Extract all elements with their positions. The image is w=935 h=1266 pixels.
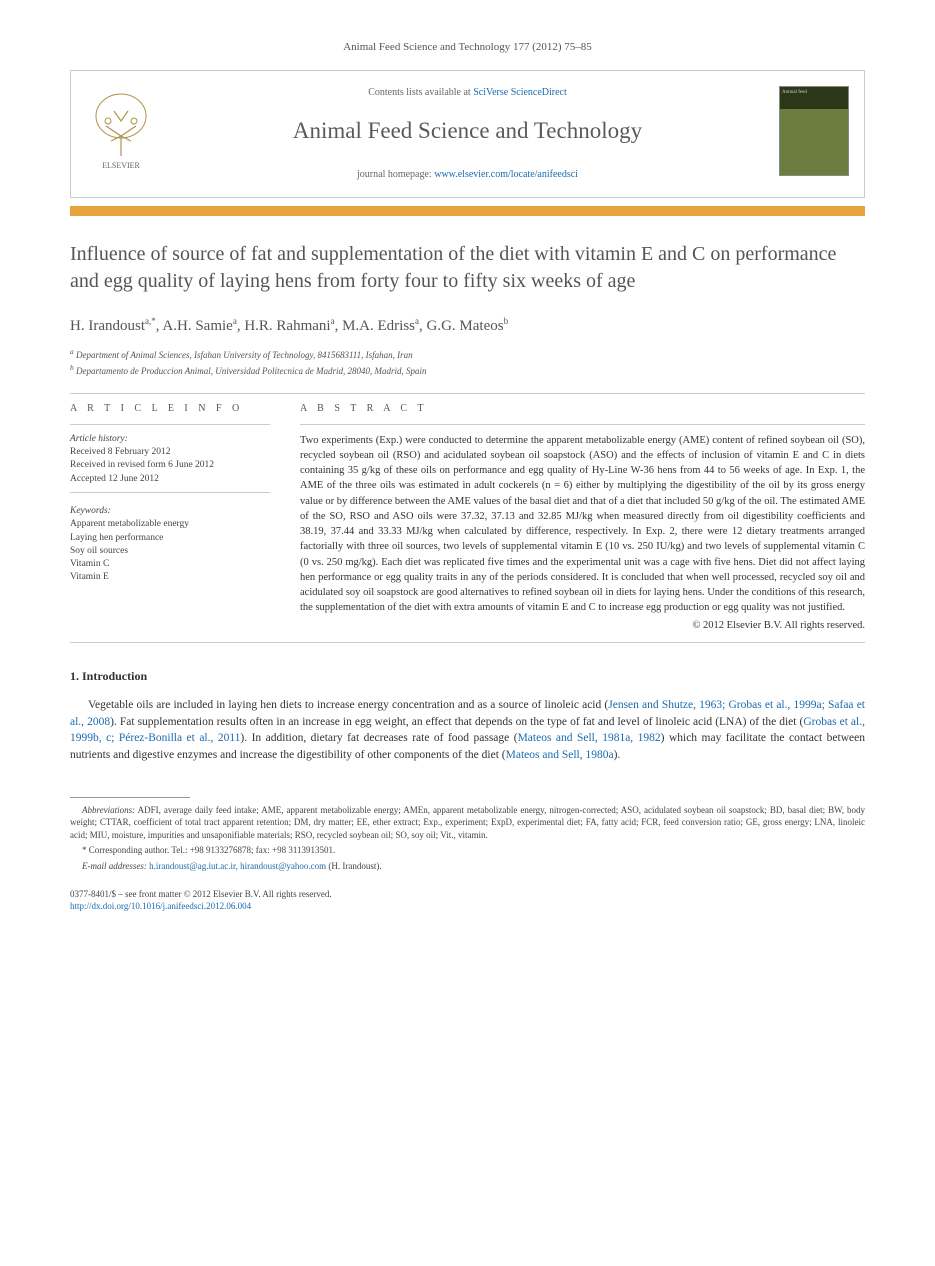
info-abstract-row: A R T I C L E I N F O Article history: R… <box>70 402 865 634</box>
article-info-column: A R T I C L E I N F O Article history: R… <box>70 402 270 634</box>
intro-paragraph: Vegetable oils are included in laying he… <box>70 697 865 764</box>
abstract-copyright: © 2012 Elsevier B.V. All rights reserved… <box>300 619 865 634</box>
keyword: Vitamin C <box>70 558 270 571</box>
journal-cover-thumbnail: Animal feed <box>779 86 849 176</box>
divider <box>70 393 865 394</box>
header-citation: Animal Feed Science and Technology 177 (… <box>70 40 865 55</box>
sciencedirect-link[interactable]: SciVerse ScienceDirect <box>473 87 567 98</box>
authors-line: H. Irandousta,*, A.H. Samiea, H.R. Rahma… <box>70 315 865 337</box>
article-history-block: Article history: Received 8 February 201… <box>70 433 270 493</box>
keywords-label: Keywords: <box>70 505 270 518</box>
footnote-rule <box>70 797 190 798</box>
contents-available-line: Contents lists available at SciVerse Sci… <box>171 86 764 100</box>
abbrev-label: Abbreviations: <box>82 805 135 815</box>
history-label: Article history: <box>70 433 270 446</box>
email-link[interactable]: h.irandoust@ag.iut.ac.ir, hirandoust@yah… <box>149 861 326 871</box>
history-revised: Received in revised form 6 June 2012 <box>70 459 270 472</box>
journal-header-box: ELSEVIER Animal feed Contents lists avai… <box>70 70 865 197</box>
corresponding-author-footnote: * Corresponding author. Tel.: +98 913327… <box>70 844 865 857</box>
abstract-label: A B S T R A C T <box>300 402 865 416</box>
keywords-block: Keywords: Apparent metabolizable energy … <box>70 505 270 585</box>
footnotes: Abbreviations: ADFI, average daily feed … <box>70 789 865 873</box>
affiliation-a: a Department of Animal Sciences, Isfahan… <box>70 347 865 362</box>
abstract-text: Two experiments (Exp.) were conducted to… <box>300 433 865 616</box>
history-accepted: Accepted 12 June 2012 <box>70 473 270 486</box>
email-label: E-mail addresses: <box>82 861 149 871</box>
keyword: Soy oil sources <box>70 545 270 558</box>
divider <box>300 424 865 425</box>
keyword: Laying hen performance <box>70 532 270 545</box>
email-footnote: E-mail addresses: h.irandoust@ag.iut.ac.… <box>70 860 865 873</box>
divider <box>70 424 270 425</box>
doi-link[interactable]: http://dx.doi.org/10.1016/j.anifeedsci.2… <box>70 901 251 911</box>
cover-label: Animal feed <box>780 87 848 109</box>
homepage-link[interactable]: www.elsevier.com/locate/anifeedsci <box>434 169 578 180</box>
bottom-block: 0377-8401/$ – see front matter © 2012 El… <box>70 888 865 913</box>
history-received: Received 8 February 2012 <box>70 446 270 459</box>
article-info-label: A R T I C L E I N F O <box>70 402 270 416</box>
affiliations-block: a Department of Animal Sciences, Isfahan… <box>70 347 865 378</box>
divider <box>70 642 865 643</box>
journal-name: Animal Feed Science and Technology <box>171 115 764 147</box>
abbrev-text: ADFI, average daily feed intake; AME, ap… <box>70 805 865 840</box>
keyword: Vitamin E <box>70 571 270 584</box>
svg-text:ELSEVIER: ELSEVIER <box>102 161 140 170</box>
homepage-prefix: journal homepage: <box>357 169 434 180</box>
abbreviations-footnote: Abbreviations: ADFI, average daily feed … <box>70 804 865 842</box>
keyword: Apparent metabolizable energy <box>70 518 270 531</box>
divider <box>70 492 270 493</box>
email-suffix: (H. Irandoust). <box>326 861 382 871</box>
contents-prefix: Contents lists available at <box>368 87 473 98</box>
homepage-line: journal homepage: www.elsevier.com/locat… <box>171 168 764 182</box>
abstract-column: A B S T R A C T Two experiments (Exp.) w… <box>300 402 865 634</box>
article-title: Influence of source of fat and supplemen… <box>70 241 865 295</box>
elsevier-logo: ELSEVIER <box>86 86 156 171</box>
intro-heading: 1. Introduction <box>70 668 865 685</box>
affiliation-b: b Departamento de Produccion Animal, Uni… <box>70 363 865 378</box>
orange-divider-bar <box>70 206 865 216</box>
issn-line: 0377-8401/$ – see front matter © 2012 El… <box>70 888 865 901</box>
